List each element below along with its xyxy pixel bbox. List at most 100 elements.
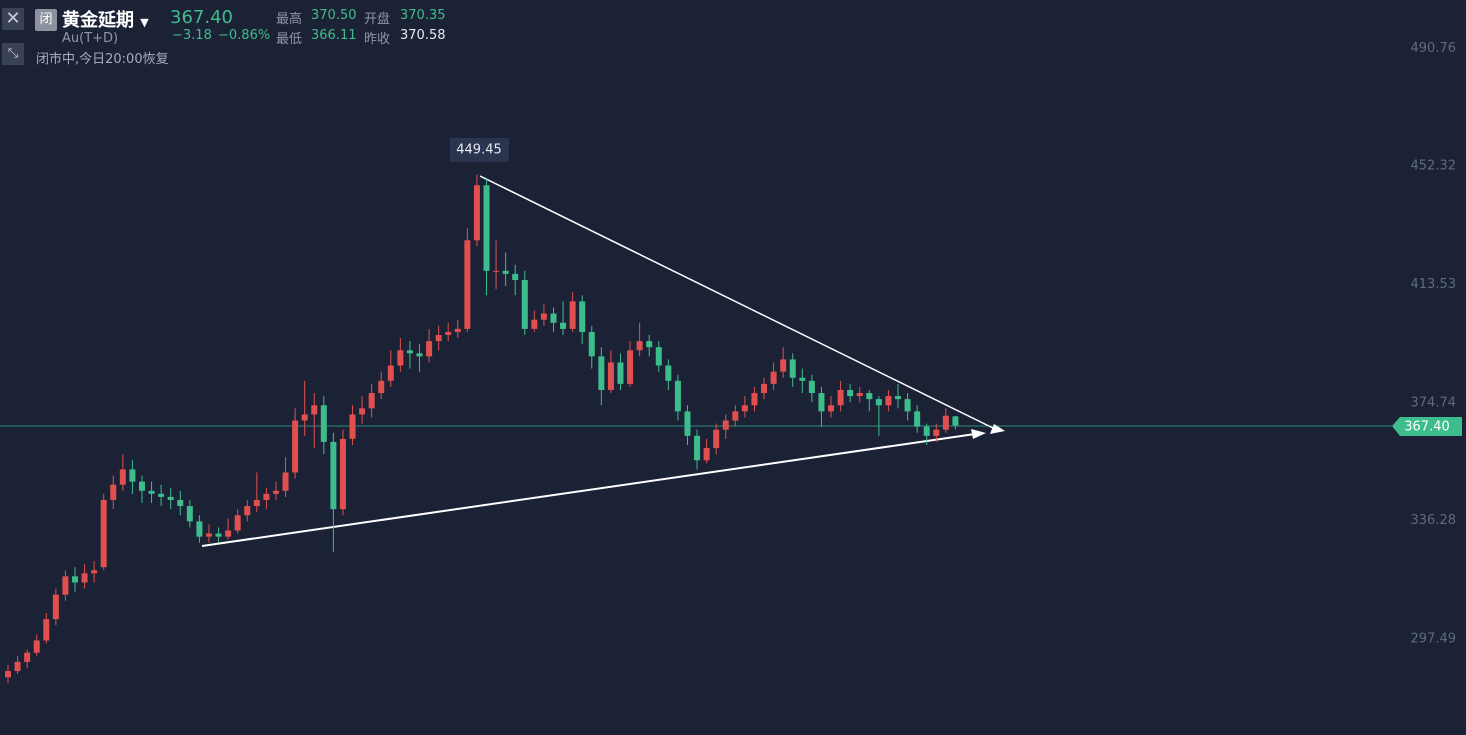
candle-body [904,399,911,412]
candle-body [540,313,547,320]
candle-body [301,414,308,421]
candle-body [100,499,107,568]
candle-body [521,280,528,329]
candle-body [33,640,40,653]
candle-body [607,362,614,390]
peak-label: 449.45 [456,143,502,158]
change: −3.18 [172,28,212,43]
candle-body [751,393,758,406]
candle-body [186,506,193,522]
candle-body [62,576,69,595]
candle-body [5,671,11,678]
candle-body [454,328,461,332]
candle-body [282,472,289,491]
candle-body [368,393,375,409]
candle-body [789,359,796,378]
candle-body [761,383,768,394]
dropdown-caret: ▼ [140,16,149,29]
candle-body [483,185,490,271]
y-tick-label: 297.49 [1411,632,1457,647]
candle-body [627,350,634,384]
prev-close-value: 370.58 [400,28,446,43]
candle-body [244,506,251,516]
candle-body [205,533,212,537]
collapse-button[interactable]: ⤡ [2,43,24,65]
close-button[interactable]: ✕ [2,8,24,30]
candle-body [808,380,815,394]
candle-body [770,371,777,384]
candle-body [272,490,279,494]
candle-body [263,493,270,500]
last-price: 367.40 [170,7,233,28]
candle-body [311,405,318,415]
candle-body [531,319,538,329]
status-badge: 闭 [35,9,57,31]
candle-body [71,576,78,583]
candle-body [464,240,471,329]
candle-body [14,661,21,672]
candle-body [847,389,854,397]
trend-line-lower [201,433,976,547]
candle-body [923,426,930,436]
low-label: 最低 [276,32,303,47]
candle-body [177,499,184,507]
candle-body [914,411,921,427]
candle-body [445,331,452,335]
candle-body [550,313,557,323]
candle-body [359,408,366,415]
candle-body [952,416,959,426]
candle-body [81,573,88,583]
high-value: 370.50 [311,8,357,23]
candle-body [387,365,394,381]
candle-body [617,362,624,384]
candle-body [292,420,299,473]
candle-body [856,393,863,397]
open-value: 370.35 [400,8,446,23]
candle-body [598,356,605,390]
candle-body [493,270,500,272]
candle-body [215,533,222,537]
candle-body [636,341,643,351]
candle-body [52,594,59,620]
candle-body [942,415,949,430]
market-status: 闭市中,今日20:00恢复 [36,52,169,67]
candle-body [502,270,509,274]
candle-body [158,493,165,497]
candle-body [43,619,50,641]
candle-body [330,441,337,510]
peak-label-box [450,138,509,162]
candle-body [560,322,567,329]
candle-body [665,365,672,381]
candle-body [320,405,327,442]
candle-body [110,484,117,500]
candle-body [339,438,346,510]
candle-body [866,393,873,400]
instrument-name[interactable]: 黄金延期 ▼ [62,6,149,32]
candle-body [512,273,519,281]
candle-body [167,496,174,500]
candle-body [129,469,136,482]
candle-body [703,448,710,461]
candle-body [378,380,385,394]
candle-body [473,185,480,241]
candle-body [253,499,260,507]
candle-body [933,429,940,436]
candle-body [722,420,729,430]
y-tick-label: 413.53 [1411,277,1457,292]
candle-body [694,435,701,461]
candle-body [837,389,844,406]
candle-body [416,353,423,357]
candle-body [684,411,691,436]
candle-body [196,521,203,537]
candle-body [119,469,126,485]
candle-body [799,377,806,381]
candle-body [895,396,902,400]
trend-line-upper [479,175,996,430]
name-text: 黄金延期 [62,10,134,31]
candle-body [655,347,662,366]
candle-body [138,481,145,491]
y-tick-label: 374.74 [1411,396,1457,411]
candle-body [426,341,433,357]
candle-body [875,399,882,406]
